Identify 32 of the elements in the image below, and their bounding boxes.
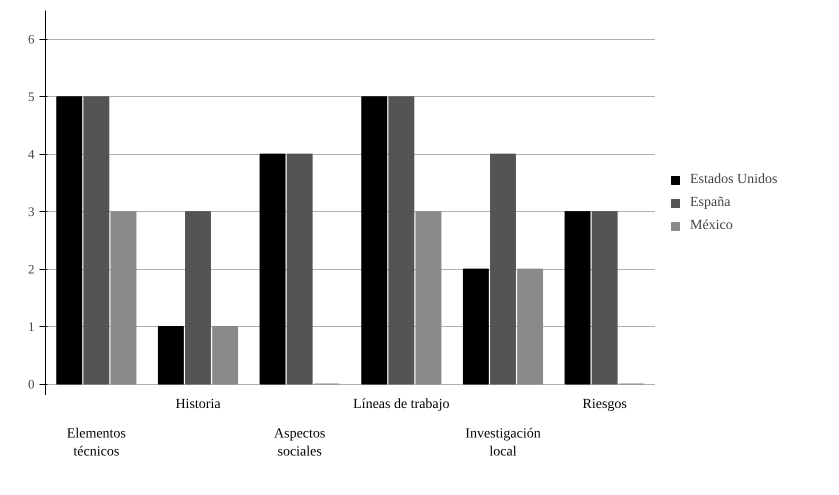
bar (462, 268, 489, 385)
bar (260, 154, 286, 385)
bar (158, 326, 184, 385)
bar (415, 211, 442, 385)
bar (56, 96, 82, 385)
y-tick-label: 1 (28, 319, 34, 334)
x-tick-label: Riesgos (582, 397, 627, 412)
bar (388, 96, 414, 385)
bar (361, 96, 388, 385)
bar (564, 211, 591, 385)
x-tick-label: Líneas de trabajo (353, 397, 450, 412)
bar (490, 154, 516, 385)
x-tick-label: Elementos técnicos (66, 426, 126, 460)
bar (185, 211, 211, 385)
legend-label: México (690, 218, 733, 234)
bar (83, 96, 110, 385)
y-tick-label: 0 (28, 376, 34, 392)
x-tick-label: Historia (175, 397, 222, 412)
bar (212, 326, 238, 385)
legend-label: Estados Unidos (690, 172, 778, 188)
bar (517, 268, 544, 385)
bar (286, 154, 313, 385)
y-tick-label: 3 (28, 204, 34, 220)
y-tick-label: 2 (28, 262, 34, 277)
bar (592, 211, 618, 385)
legend-label: España (690, 194, 730, 210)
x-tick-label: Aspectos sociales (274, 426, 326, 460)
y-tick-label: 6 (28, 32, 35, 47)
x-tick-label: Investigación local (465, 426, 541, 460)
bar (110, 211, 136, 385)
y-tick-label: 5 (28, 89, 34, 104)
y-tick-label: 4 (28, 146, 35, 162)
